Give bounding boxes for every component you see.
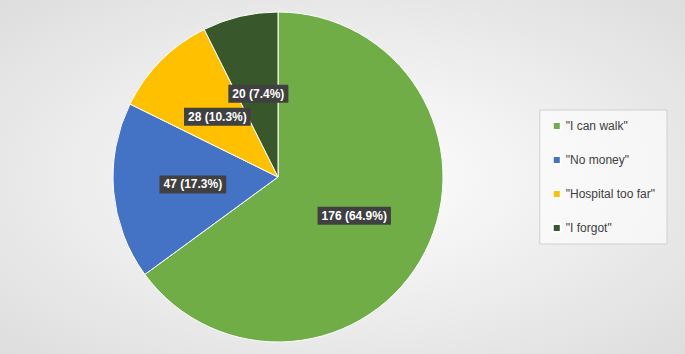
svg-text:"I forgot": "I forgot" (566, 221, 612, 235)
svg-text:28 (10.3%): 28 (10.3%) (188, 110, 247, 124)
svg-text:47 (17.3%): 47 (17.3%) (163, 177, 222, 191)
svg-text:"Hospital too far": "Hospital too far" (566, 187, 655, 201)
svg-text:"I can walk": "I can walk" (566, 119, 628, 133)
svg-text:20 (7.4%): 20 (7.4%) (232, 87, 284, 101)
svg-text:"No money": "No money" (566, 153, 629, 167)
svg-text:176 (64.9%): 176 (64.9%) (322, 209, 387, 223)
